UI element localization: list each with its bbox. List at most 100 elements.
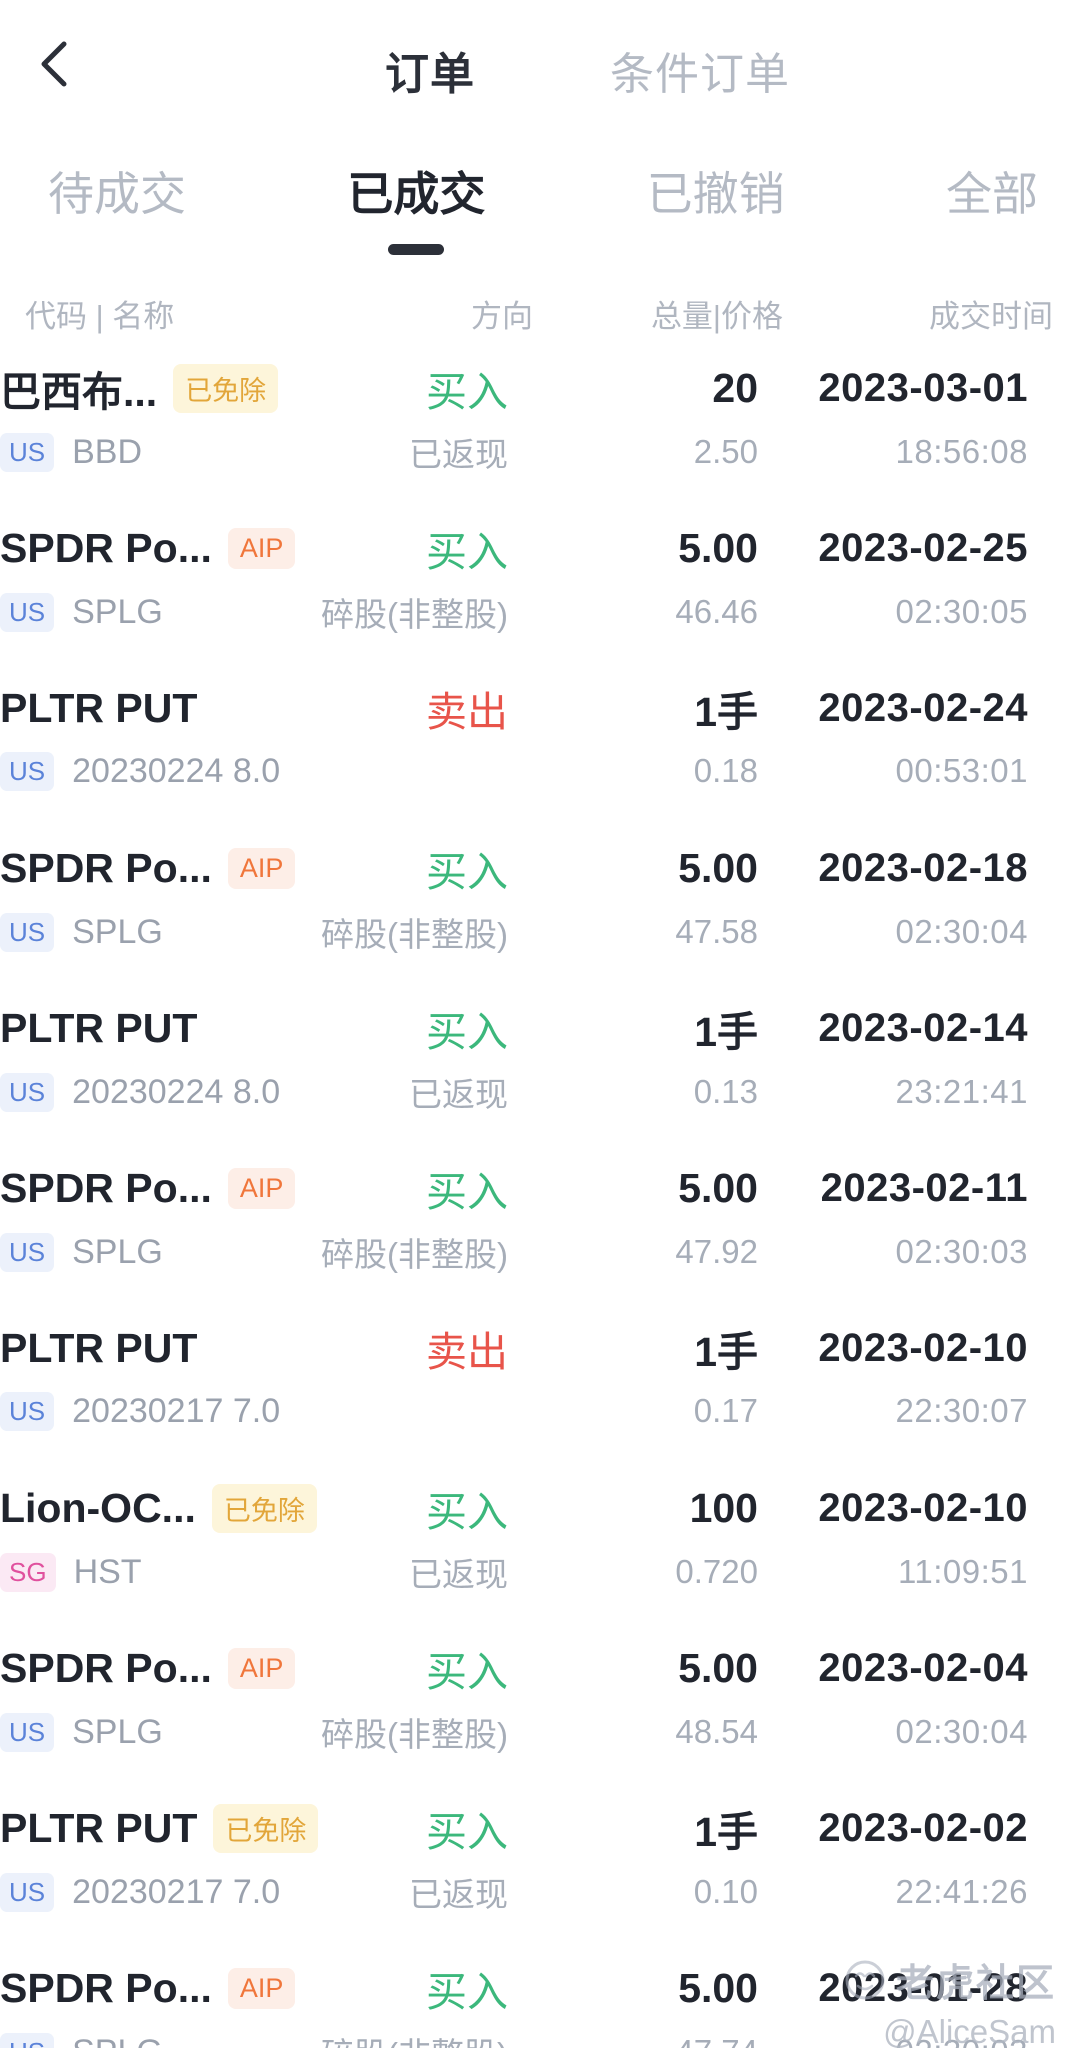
fill-time: 22:41:26 — [895, 1873, 1028, 1910]
tab-filled-label: 已成交 — [347, 168, 486, 220]
fill-date: 2023-02-24 — [818, 685, 1028, 730]
chevron-left-icon — [41, 41, 67, 87]
order-row[interactable]: PLTR PUT 卖出 1手 2023-02-10 US 20230217 7.… — [0, 1296, 1088, 1456]
order-sub-status: 已返现 — [409, 436, 508, 473]
fill-price: 2.50 — [693, 433, 758, 470]
market-badge: US — [0, 1391, 55, 1431]
fill-price: 46.46 — [675, 593, 758, 630]
fill-date: 2023-02-04 — [818, 1645, 1028, 1690]
order-row[interactable]: Lion-OC... 已免除 买入 100 2023-02-10 SG HST … — [0, 1456, 1088, 1616]
order-row[interactable]: SPDR Po... AIP 买入 5.00 2023-02-11 US SPL… — [0, 1136, 1088, 1296]
stock-code: 20230224 8.0 — [72, 751, 281, 790]
tab-orders[interactable]: 订单 — [385, 50, 475, 99]
fill-date: 2023-02-10 — [818, 1325, 1028, 1370]
fill-time: 02:30:04 — [895, 913, 1028, 950]
fill-time: 02:30:04 — [895, 1713, 1028, 1750]
column-header-code-name: 代码 | 名称 — [25, 299, 175, 334]
market-badge: US — [0, 751, 55, 791]
direction-label: 买入 — [426, 369, 508, 415]
order-quantity: 1手 — [694, 1809, 758, 1855]
direction-label: 买入 — [426, 1489, 508, 1535]
direction-label: 买入 — [426, 1169, 508, 1215]
order-badge: 已免除 — [213, 1803, 319, 1853]
tab-indicator — [388, 244, 445, 255]
fill-price: 0.18 — [693, 752, 758, 789]
order-row[interactable]: SPDR Po... AIP 买入 5.00 2023-01-28 US SPL… — [0, 1936, 1088, 2048]
stock-code: SPLG — [72, 2033, 163, 2048]
order-quantity: 1手 — [694, 689, 758, 735]
fill-price: 47.58 — [675, 913, 758, 950]
direction-label: 卖出 — [426, 1329, 508, 1375]
tab-pending-label: 待成交 — [48, 168, 186, 220]
order-quantity: 5.00 — [678, 844, 758, 891]
fill-time: 11:09:51 — [897, 1553, 1028, 1590]
stock-name: Lion-OC... — [0, 1484, 196, 1531]
fill-price: 47.92 — [675, 1233, 758, 1270]
fill-date: 2023-02-25 — [818, 525, 1028, 570]
direction-label: 卖出 — [426, 689, 508, 735]
market-badge: SG — [0, 1552, 56, 1592]
order-row[interactable]: 巴西布... 已免除 买入 20 2023-03-01 US BBD 已返现 2… — [0, 336, 1088, 496]
tab-cancelled[interactable]: 已撤销 — [647, 158, 785, 255]
back-button[interactable] — [28, 36, 84, 92]
order-list: 巴西布... 已免除 买入 20 2023-03-01 US BBD 已返现 2… — [0, 336, 1088, 2048]
column-header-qty-price: 总量|价格 — [650, 299, 783, 334]
direction-label: 买入 — [426, 1969, 508, 2015]
fill-time: 22:30:07 — [895, 1392, 1028, 1429]
order-badge: AIP — [227, 847, 296, 889]
order-quantity: 20 — [712, 364, 758, 411]
order-badge: AIP — [227, 1967, 296, 2009]
stock-code: SPLG — [72, 1232, 163, 1271]
stock-code: SPLG — [72, 1712, 163, 1751]
order-sub-status: 碎股(非整股) — [321, 916, 508, 953]
stock-code: 20230224 8.0 — [72, 1072, 281, 1111]
market-badge: US — [0, 1232, 55, 1272]
table-column-headers: 代码 | 名称 方向 总量|价格 成交时间 — [0, 291, 1088, 336]
order-badge: 已免除 — [211, 1483, 317, 1533]
market-badge: US — [0, 1872, 55, 1912]
order-badge: 已免除 — [173, 363, 279, 413]
order-sub-status: 已返现 — [409, 1556, 508, 1593]
tab-filled[interactable]: 已成交 — [347, 158, 485, 255]
order-row[interactable]: SPDR Po... AIP 买入 5.00 2023-02-25 US SPL… — [0, 496, 1088, 656]
order-row[interactable]: PLTR PUT 卖出 1手 2023-02-24 US 20230224 8.… — [0, 656, 1088, 816]
fill-date: 2023-02-02 — [818, 1805, 1028, 1850]
stock-code: SPLG — [72, 912, 163, 951]
stock-name: SPDR Po... — [0, 1164, 212, 1211]
order-row[interactable]: PLTR PUT 买入 1手 2023-02-14 US 20230224 8.… — [0, 976, 1088, 1136]
order-quantity: 5.00 — [678, 524, 758, 571]
fill-date: 2023-02-18 — [818, 845, 1028, 890]
stock-name: PLTR PUT — [0, 684, 198, 731]
order-quantity: 1手 — [694, 1009, 758, 1055]
fill-time: 02:30:03 — [896, 2033, 1028, 2048]
order-row[interactable]: SPDR Po... AIP 买入 5.00 2023-02-04 US SPL… — [0, 1616, 1088, 1776]
fill-time: 02:30:05 — [895, 593, 1028, 630]
order-row[interactable]: SPDR Po... AIP 买入 5.00 2023-02-18 US SPL… — [0, 816, 1088, 976]
fill-price: 0.10 — [693, 1873, 758, 1910]
stock-name: 巴西布... — [0, 369, 158, 415]
stock-code: 20230217 7.0 — [72, 1872, 281, 1911]
order-sub-status: 碎股(非整股) — [321, 596, 508, 633]
order-sub-status: 碎股(非整股) — [321, 1716, 508, 1753]
order-quantity: 5.00 — [678, 1964, 758, 2011]
filter-tab-bar: 待成交 已成交 已撤销 全部 — [0, 128, 1088, 255]
tab-pending[interactable]: 待成交 — [48, 158, 186, 255]
fill-date: 2023-01-28 — [818, 1965, 1028, 2010]
tab-all[interactable]: 全部 — [946, 158, 1038, 255]
order-quantity: 5.00 — [678, 1644, 758, 1691]
fill-time: 02:30:03 — [895, 1233, 1028, 1270]
order-badge: AIP — [227, 527, 296, 569]
order-row[interactable]: PLTR PUT 已免除 买入 1手 2023-02-02 US 2023021… — [0, 1776, 1088, 1936]
stock-name: PLTR PUT — [0, 1324, 198, 1371]
fill-time: 00:53:01 — [895, 752, 1028, 789]
order-badge: AIP — [227, 1167, 296, 1209]
fill-time: 18:56:08 — [895, 433, 1028, 470]
stock-name: SPDR Po... — [0, 1964, 212, 2011]
market-badge: US — [0, 2032, 55, 2048]
tab-conditional-orders[interactable]: 条件订单 — [610, 50, 790, 99]
stock-name: SPDR Po... — [0, 524, 212, 571]
order-sub-status: 碎股(非整股) — [321, 1236, 508, 1273]
stock-code: BBD — [72, 432, 143, 471]
order-badge: AIP — [227, 1647, 296, 1689]
stock-name: PLTR PUT — [0, 1004, 198, 1051]
